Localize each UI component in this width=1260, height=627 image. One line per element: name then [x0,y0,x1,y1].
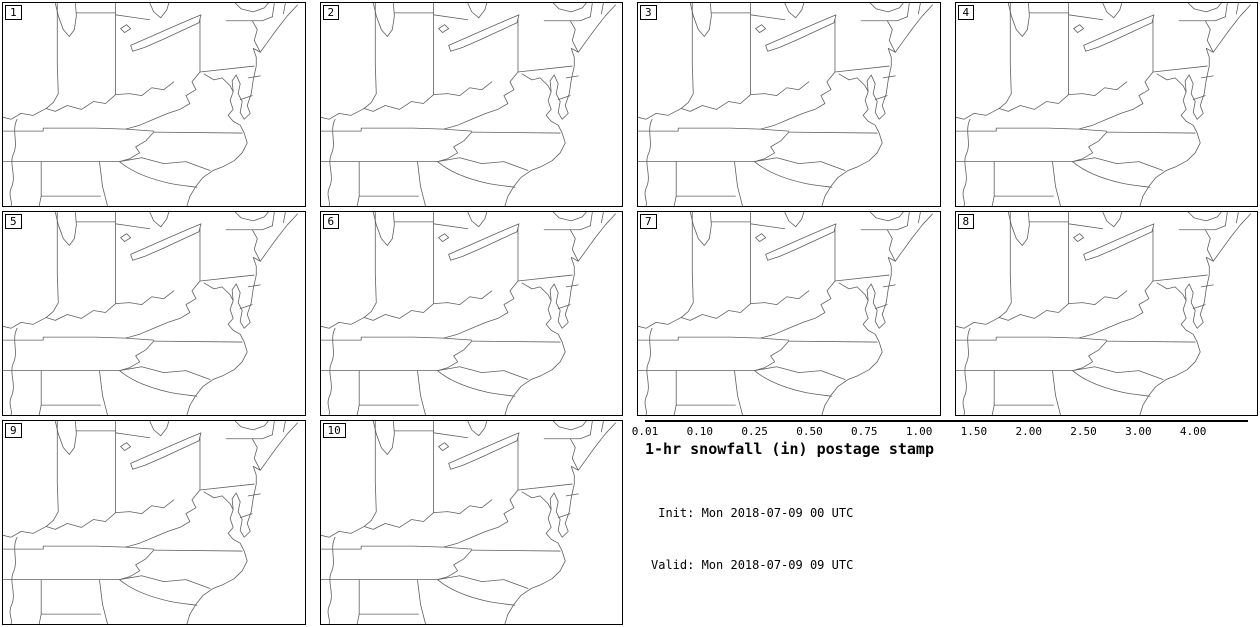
colorbar-tick-label: 2.50 [1070,425,1097,438]
panel-number: 3 [640,5,657,20]
map [3,3,298,206]
figure-title: 1-hr snowfall (in) postage stamp [645,440,934,458]
panel-number: 1 [5,5,22,20]
panel-number: 6 [322,214,340,229]
colorbar-tick-label: 0.01 [631,425,659,438]
map [320,212,616,415]
map [638,3,933,206]
map [3,212,298,415]
panel-number: 10 [322,423,346,438]
map [955,3,1251,206]
colorbar-tick-label: 4.00 [1179,425,1207,438]
colorbar-tick-label: 0.10 [686,425,714,438]
init-time: Init: Mon 2018-07-09 00 UTC [651,505,854,520]
map-panel-10: 10 [319,420,623,625]
colorbar-tick-label: 1.00 [905,425,933,438]
valid-time: Valid: Mon 2018-07-09 09 UTC [651,557,854,572]
colorbar-tick-label: 0.25 [741,425,768,438]
map [320,421,616,624]
map-panel-6: 6 [319,211,623,416]
panel-number: 4 [957,5,975,20]
map-panel-1: 1 [2,2,306,207]
colorbar-tick-label: 0.75 [851,425,878,438]
map [320,3,616,206]
map-panel-4: 4 [954,2,1258,207]
legend-and-info: 0.01 0.10 0.25 0.50 0.75 1.00 1.50 2.00 2.50 3.00… [632,420,1258,625]
map-panel-5: 5 [2,211,306,416]
map [955,212,1251,415]
map-panel-9: 9 [2,420,306,625]
panel-number: 5 [5,214,22,229]
map-panel-2: 2 [319,2,623,207]
colorbar [645,420,1248,422]
panel-number: 2 [322,5,340,20]
map [638,212,933,415]
map-panel-3: 3 [637,2,941,207]
panel-number: 8 [957,214,975,229]
init-valid-times: Init: Mon 2018-07-09 00 UTC Valid: Mon 2… [645,470,1248,609]
panel-number: 7 [640,214,657,229]
colorbar-tick-label: 2.00 [1015,425,1042,438]
colorbar-tick-label: 3.00 [1125,425,1152,438]
map [3,421,298,624]
colorbar-tick-label: 0.50 [796,425,823,438]
map-panel-8: 8 [954,211,1258,416]
colorbar-tick-label: 1.50 [960,425,988,438]
panel-number: 9 [5,423,22,438]
map-panel-7: 7 [637,211,941,416]
